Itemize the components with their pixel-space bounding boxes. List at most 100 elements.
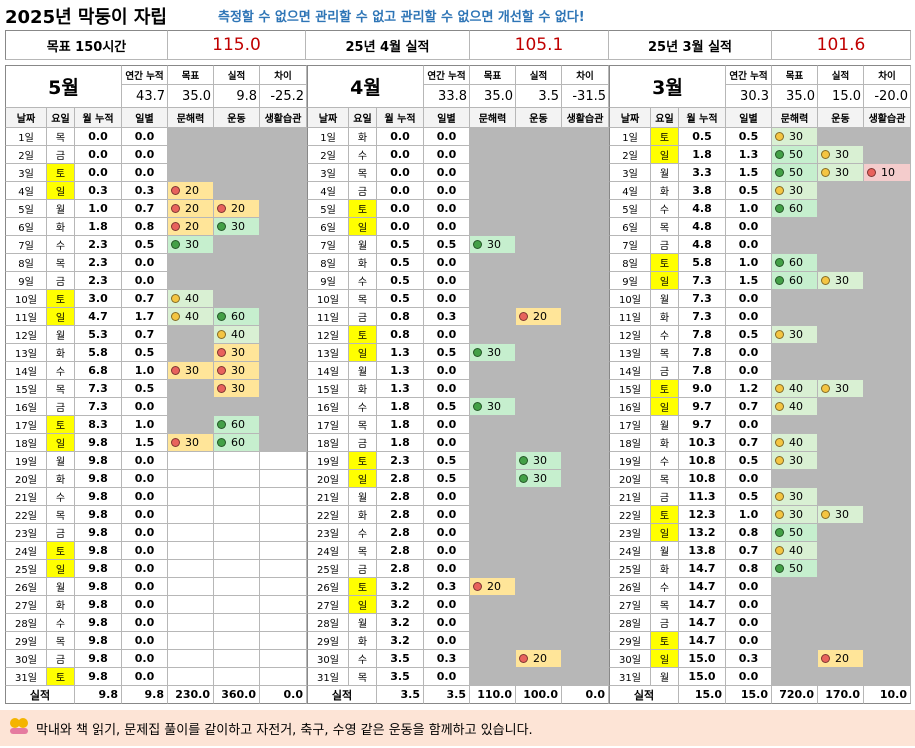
monthly-cumulative: 3.5: [377, 650, 424, 668]
activity-minutes: 20: [533, 310, 547, 323]
monthly-cumulative: 9.8: [75, 596, 122, 614]
summary-figure: -25.2: [260, 85, 307, 108]
weekday-cell: 화: [349, 254, 377, 272]
footer-icon: [10, 718, 28, 734]
habit-cell: [260, 560, 307, 578]
weekday-cell: 화: [651, 434, 679, 452]
date-cell: 25일: [609, 560, 651, 578]
literacy-cell: [168, 524, 214, 542]
literacy-cell: [772, 362, 818, 380]
weekday-cell: 목: [47, 128, 75, 146]
exercise-cell: 40: [214, 326, 260, 344]
literacy-cell: 30: [772, 182, 818, 200]
literacy-cell: [168, 668, 214, 686]
daily-hours: 1.0: [122, 362, 168, 380]
total-figure: 360.0: [214, 686, 260, 704]
summary-header: 목표: [470, 65, 516, 85]
slogan: 측정할 수 없으면 관리할 수 없고 관리할 수 없으면 개선할 수 없다!: [218, 10, 585, 25]
exercise-cell: [516, 560, 562, 578]
literacy-cell: 30: [772, 326, 818, 344]
monthly-cumulative: 12.3: [679, 506, 726, 524]
daily-hours: 0.0: [424, 596, 470, 614]
status-icon: [775, 150, 784, 159]
habit-cell: [864, 470, 911, 488]
date-cell: 25일: [307, 560, 349, 578]
total-figure: 10.0: [864, 686, 911, 704]
monthly-cumulative: 1.3: [377, 344, 424, 362]
monthly-cumulative: 7.3: [679, 272, 726, 290]
literacy-cell: [168, 164, 214, 182]
daily-hours: 0.8: [726, 524, 772, 542]
activity-minutes: 30: [835, 148, 849, 161]
weekday-cell: 화: [349, 506, 377, 524]
weekday-cell: 수: [349, 524, 377, 542]
weekday-cell: 월: [349, 362, 377, 380]
weekday-cell: 일: [349, 218, 377, 236]
date-cell: 21일: [5, 488, 47, 506]
exercise-cell: [214, 524, 260, 542]
exercise-cell: [516, 254, 562, 272]
exercise-cell: [214, 506, 260, 524]
exercise-cell: [516, 596, 562, 614]
weekday-cell: 목: [349, 290, 377, 308]
literacy-cell: [168, 146, 214, 164]
date-cell: 5일: [5, 200, 47, 218]
habit-cell: [260, 578, 307, 596]
exercise-cell: [818, 308, 864, 326]
daily-hours: 0.0: [424, 182, 470, 200]
literacy-cell: [168, 470, 214, 488]
date-cell: 16일: [609, 398, 651, 416]
monthly-cumulative: 2.3: [377, 452, 424, 470]
monthly-cumulative: 10.8: [679, 470, 726, 488]
monthly-cumulative: 8.3: [75, 416, 122, 434]
status-icon: [775, 384, 784, 393]
weekday-cell: 목: [349, 542, 377, 560]
monthly-cumulative: 0.0: [377, 128, 424, 146]
summary-figure: 35.0: [168, 85, 214, 108]
status-icon: [821, 654, 830, 663]
habit-cell: [260, 632, 307, 650]
weekday-cell: 수: [47, 488, 75, 506]
monthly-cumulative: 15.0: [679, 668, 726, 686]
exercise-cell: [214, 488, 260, 506]
weekday-cell: 목: [651, 596, 679, 614]
monthly-cumulative: 3.2: [377, 614, 424, 632]
habit-cell: [260, 200, 307, 218]
habit-cell: [562, 290, 609, 308]
activity-minutes: 40: [231, 328, 245, 341]
date-cell: 31일: [5, 668, 47, 686]
status-icon: [775, 438, 784, 447]
activity-minutes: 30: [835, 274, 849, 287]
literacy-cell: 40: [772, 380, 818, 398]
habit-cell: [864, 362, 911, 380]
total-figure: 110.0: [470, 686, 516, 704]
exercise-cell: [214, 668, 260, 686]
monthly-cumulative: 4.8: [679, 200, 726, 218]
monthly-cumulative: 3.2: [377, 632, 424, 650]
date-cell: 8일: [5, 254, 47, 272]
exercise-cell: [516, 398, 562, 416]
monthly-cumulative: 3.0: [75, 290, 122, 308]
activity-minutes: 30: [789, 508, 803, 521]
monthly-cumulative: 4.7: [75, 308, 122, 326]
monthly-cumulative: 1.8: [679, 146, 726, 164]
column-header: 날짜: [307, 108, 349, 128]
summary-header: 차이: [260, 65, 307, 85]
activity-minutes: 10: [881, 166, 895, 179]
activity-minutes: 30: [487, 400, 501, 413]
date-cell: 20일: [307, 470, 349, 488]
exercise-cell: [214, 632, 260, 650]
literacy-cell: 40: [168, 308, 214, 326]
habit-cell: [562, 200, 609, 218]
exercise-cell: [516, 164, 562, 182]
status-icon: [217, 312, 226, 321]
exercise-cell: [818, 560, 864, 578]
exercise-cell: [818, 416, 864, 434]
habit-cell: [562, 344, 609, 362]
literacy-cell: [772, 236, 818, 254]
weekday-cell: 일: [651, 146, 679, 164]
weekday-cell: 토: [349, 578, 377, 596]
date-cell: 4일: [5, 182, 47, 200]
weekday-cell: 목: [47, 380, 75, 398]
date-cell: 3일: [5, 164, 47, 182]
